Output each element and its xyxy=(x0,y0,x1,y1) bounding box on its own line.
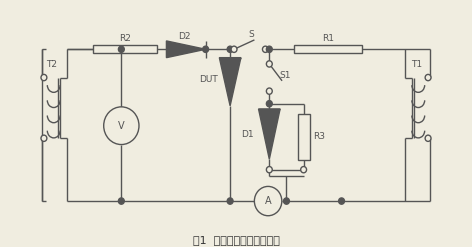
Circle shape xyxy=(231,46,237,52)
Text: 图1  正向浪涌电流测试电路: 图1 正向浪涌电流测试电路 xyxy=(193,235,279,245)
Text: R3: R3 xyxy=(313,132,325,141)
Text: D2: D2 xyxy=(178,32,190,41)
Circle shape xyxy=(41,74,47,81)
Bar xyxy=(298,114,310,160)
Circle shape xyxy=(425,74,431,81)
Circle shape xyxy=(202,46,209,52)
Text: V: V xyxy=(118,121,125,131)
Text: R1: R1 xyxy=(322,34,334,43)
Polygon shape xyxy=(167,41,206,58)
Bar xyxy=(294,45,362,53)
Circle shape xyxy=(227,46,233,52)
Polygon shape xyxy=(219,58,241,106)
Text: A: A xyxy=(265,196,271,206)
Text: D1: D1 xyxy=(242,130,254,139)
Text: DUT: DUT xyxy=(199,75,218,84)
Text: S: S xyxy=(249,30,254,39)
Circle shape xyxy=(227,198,233,204)
Circle shape xyxy=(338,198,345,204)
Text: T2: T2 xyxy=(46,61,57,69)
Text: S1: S1 xyxy=(279,71,291,80)
Circle shape xyxy=(425,135,431,141)
Circle shape xyxy=(254,186,282,216)
Circle shape xyxy=(284,198,289,204)
Circle shape xyxy=(266,101,272,107)
Circle shape xyxy=(266,46,272,52)
Polygon shape xyxy=(259,109,280,159)
Circle shape xyxy=(104,107,139,144)
Circle shape xyxy=(118,46,124,52)
Circle shape xyxy=(118,198,124,204)
Circle shape xyxy=(41,135,47,141)
Text: R2: R2 xyxy=(119,34,131,43)
Circle shape xyxy=(266,61,272,67)
Circle shape xyxy=(262,46,269,52)
Circle shape xyxy=(301,166,306,173)
Circle shape xyxy=(266,166,272,173)
Bar xyxy=(93,45,157,53)
Circle shape xyxy=(266,88,272,94)
Text: T1: T1 xyxy=(411,61,422,69)
